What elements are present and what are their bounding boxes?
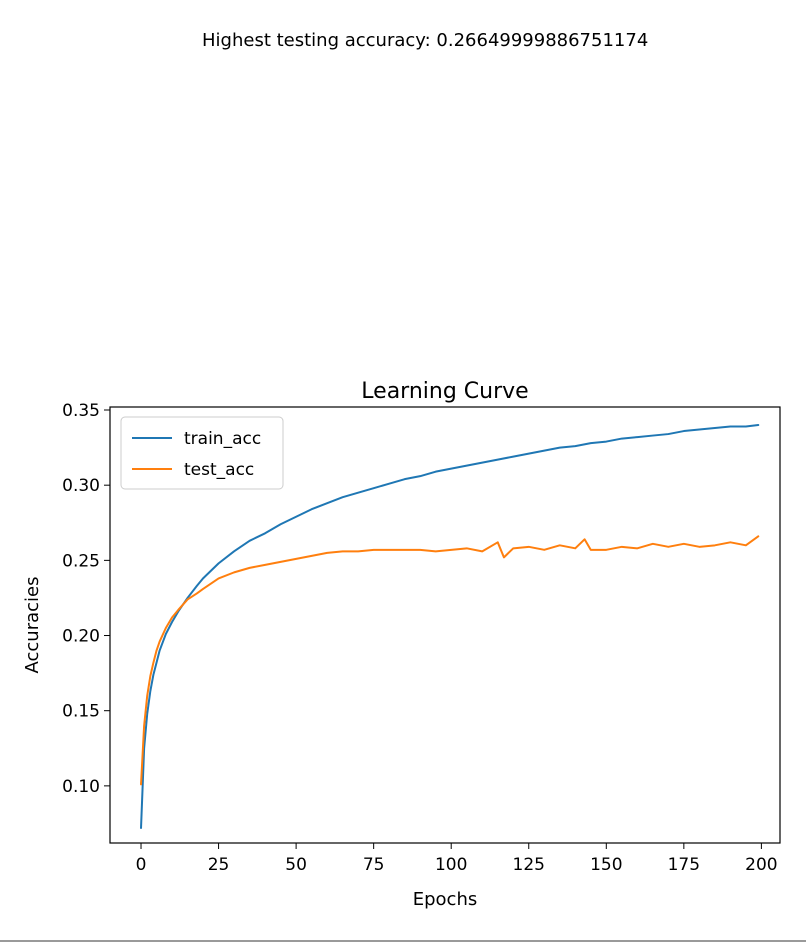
x-tick-label: 100 bbox=[435, 855, 467, 875]
y-tick-label: 0.30 bbox=[62, 476, 100, 496]
x-tick-label: 75 bbox=[363, 855, 385, 875]
x-ticks: 0 25 50 75 100 125 150 175 200 bbox=[136, 843, 778, 875]
y-tick-label: 0.15 bbox=[62, 702, 100, 722]
legend-label-test-acc: test_acc bbox=[184, 460, 254, 480]
x-tick-label: 125 bbox=[513, 855, 545, 875]
stdout-text: Highest testing accuracy: 0.266499998867… bbox=[202, 30, 649, 51]
x-tick-label: 0 bbox=[136, 855, 147, 875]
bottom-divider bbox=[0, 940, 806, 942]
chart-title: Learning Curve bbox=[361, 379, 528, 404]
y-tick-label: 0.20 bbox=[62, 627, 100, 647]
test-acc-line bbox=[140, 535, 760, 786]
legend: train_acc test_acc bbox=[120, 416, 284, 490]
x-tick-label: 25 bbox=[208, 855, 230, 875]
x-tick-label: 150 bbox=[590, 855, 622, 875]
x-tick-label: 200 bbox=[745, 855, 777, 875]
y-tick-label: 0.10 bbox=[62, 777, 100, 797]
x-axis-label: Epochs bbox=[413, 889, 478, 910]
y-axis-label: Accuracies bbox=[22, 577, 43, 674]
x-tick-label: 50 bbox=[285, 855, 307, 875]
y-tick-label: 0.25 bbox=[62, 551, 100, 571]
legend-label-train-acc: train_acc bbox=[184, 429, 261, 449]
y-tick-label: 0.35 bbox=[62, 401, 100, 421]
train-acc-line bbox=[140, 424, 760, 829]
x-tick-label: 175 bbox=[668, 855, 700, 875]
legend-box bbox=[120, 416, 284, 490]
learning-curve-chart: Learning Curve 0.100.150.200.250.300.35 … bbox=[22, 379, 781, 910]
series-layer bbox=[140, 424, 760, 829]
y-ticks: 0.10 0.15 0.20 0.25 0.30 0.35 bbox=[62, 401, 110, 797]
